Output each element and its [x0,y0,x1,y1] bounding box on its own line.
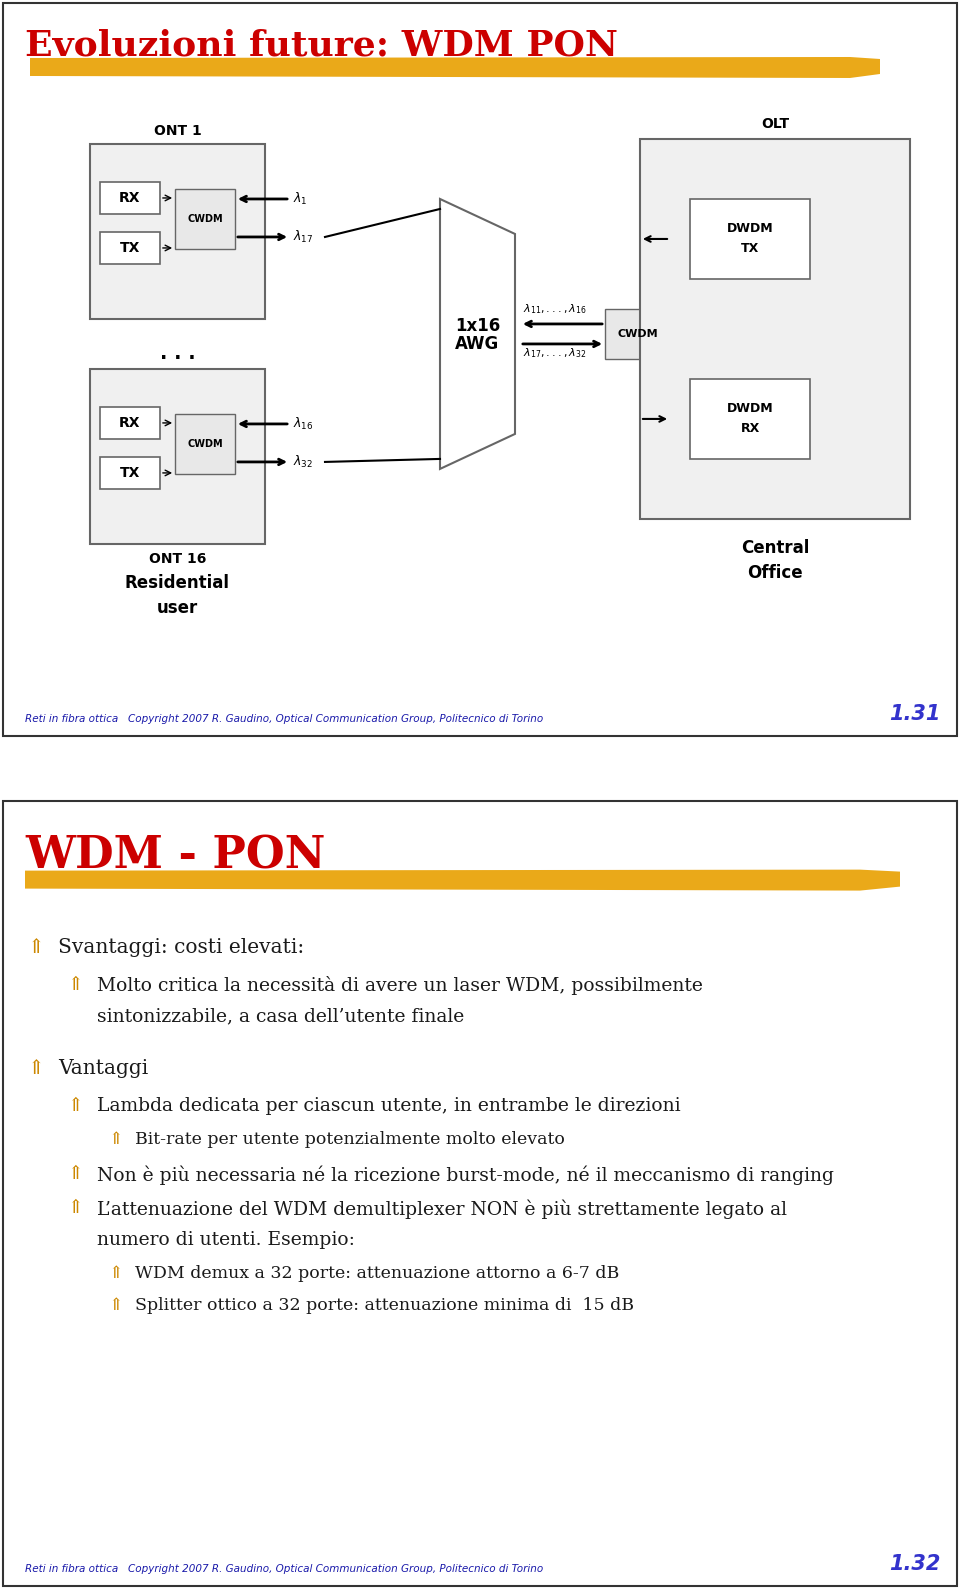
Text: Reti in fibra ottica   Copyright 2007 R. Gaudino, Optical Communication Group, P: Reti in fibra ottica Copyright 2007 R. G… [25,1564,543,1575]
Text: 1.32: 1.32 [889,1554,940,1575]
Text: Central
Office: Central Office [741,539,809,582]
Bar [690,199,810,280]
Text: $\lambda_{11}, ..., \lambda_{16}$: $\lambda_{11}, ..., \lambda_{16}$ [523,302,587,316]
Bar [690,378,810,459]
Bar [90,145,265,319]
Text: 1.31: 1.31 [889,704,940,725]
Text: Svantaggi: costi elevati:: Svantaggi: costi elevati: [58,938,304,957]
Text: Splitter ottico a 32 porte: attenuazione minima di  15 dB: Splitter ottico a 32 porte: attenuazione… [135,1297,634,1314]
Text: Bit-rate per utente potenzialmente molto elevato: Bit-rate per utente potenzialmente molto… [135,1131,564,1149]
Text: CWDM: CWDM [187,439,223,450]
Text: ONT 16: ONT 16 [149,551,206,566]
Text: 1x16: 1x16 [455,316,500,335]
Text: $\lambda_{32}$: $\lambda_{32}$ [293,454,313,470]
Bar [175,189,235,249]
Text: RX: RX [119,416,141,431]
Text: $\lambda_{17}, ..., \lambda_{32}$: $\lambda_{17}, ..., \lambda_{32}$ [523,346,587,359]
Text: L’attenuazione del WDM demultiplexer NON è più strettamente legato al: L’attenuazione del WDM demultiplexer NON… [97,1200,787,1219]
Text: RX: RX [740,423,759,435]
Text: OLT: OLT [761,118,789,130]
Text: Vantaggi: Vantaggi [58,1060,148,1079]
Text: $\lambda_{17}$: $\lambda_{17}$ [293,229,313,245]
Text: TX: TX [120,242,140,254]
Polygon shape [25,869,900,890]
Bar [90,369,265,543]
Text: ⇑: ⇑ [108,1131,123,1149]
Text: AWG: AWG [455,335,499,353]
Text: Molto critica la necessità di avere un laser WDM, possibilmente: Molto critica la necessità di avere un l… [97,976,703,995]
Text: Non è più necessaria né la ricezione burst-mode, né il meccanismo di ranging: Non è più necessaria né la ricezione bur… [97,1165,834,1185]
Text: RX: RX [119,191,141,205]
Text: ⇑: ⇑ [28,938,45,957]
Text: TX: TX [741,243,759,256]
Bar [175,415,235,474]
Text: DWDM: DWDM [727,222,774,235]
Text: numero di utenti. Esempio:: numero di utenti. Esempio: [97,1231,355,1249]
Bar [100,407,160,439]
Polygon shape [440,199,515,469]
Text: CWDM: CWDM [187,215,223,224]
Text: ⇑: ⇑ [108,1265,123,1282]
Text: TX: TX [120,466,140,480]
Text: ⇑: ⇑ [108,1297,123,1314]
Text: ⇑: ⇑ [68,1165,84,1184]
Text: WDM demux a 32 porte: attenuazione attorno a 6-7 dB: WDM demux a 32 porte: attenuazione attor… [135,1265,619,1282]
Text: Evoluzioni future: WDM PON: Evoluzioni future: WDM PON [25,29,618,64]
Text: ONT 1: ONT 1 [154,124,202,138]
Text: sintonizzabile, a casa dell’utente finale: sintonizzabile, a casa dell’utente final… [97,1007,465,1025]
Text: WDM - PON: WDM - PON [25,834,325,877]
Text: $\lambda_1$: $\lambda_1$ [293,191,307,207]
Bar [100,232,160,264]
Bar [100,458,160,489]
Text: Reti in fibra ottica   Copyright 2007 R. Gaudino, Optical Communication Group, P: Reti in fibra ottica Copyright 2007 R. G… [25,713,543,725]
Text: Lambda dedicata per ciascun utente, in entrambe le direzioni: Lambda dedicata per ciascun utente, in e… [97,1098,681,1115]
Text: DWDM: DWDM [727,402,774,415]
Bar [605,308,670,359]
Bar [100,183,160,215]
Text: ⇑: ⇑ [68,1098,84,1115]
Text: ⇑: ⇑ [68,1200,84,1217]
Bar [640,138,910,520]
Text: CWDM: CWDM [617,329,658,338]
Polygon shape [30,57,880,78]
Text: . . .: . . . [159,345,195,364]
Text: ⇑: ⇑ [68,976,84,993]
Text: ⇑: ⇑ [28,1060,45,1079]
Text: Residential
user: Residential user [125,574,230,617]
Text: $\lambda_{16}$: $\lambda_{16}$ [293,416,314,432]
